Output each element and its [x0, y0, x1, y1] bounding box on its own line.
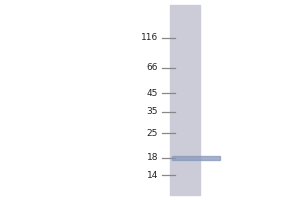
Text: 14: 14 — [147, 170, 158, 180]
Text: 35: 35 — [146, 108, 158, 116]
Text: 116: 116 — [141, 33, 158, 43]
Bar — [172, 156, 220, 160]
Text: 25: 25 — [147, 129, 158, 138]
Text: 66: 66 — [146, 64, 158, 72]
Text: 45: 45 — [147, 88, 158, 98]
Bar — [170, 5, 200, 195]
Text: 18: 18 — [146, 154, 158, 162]
